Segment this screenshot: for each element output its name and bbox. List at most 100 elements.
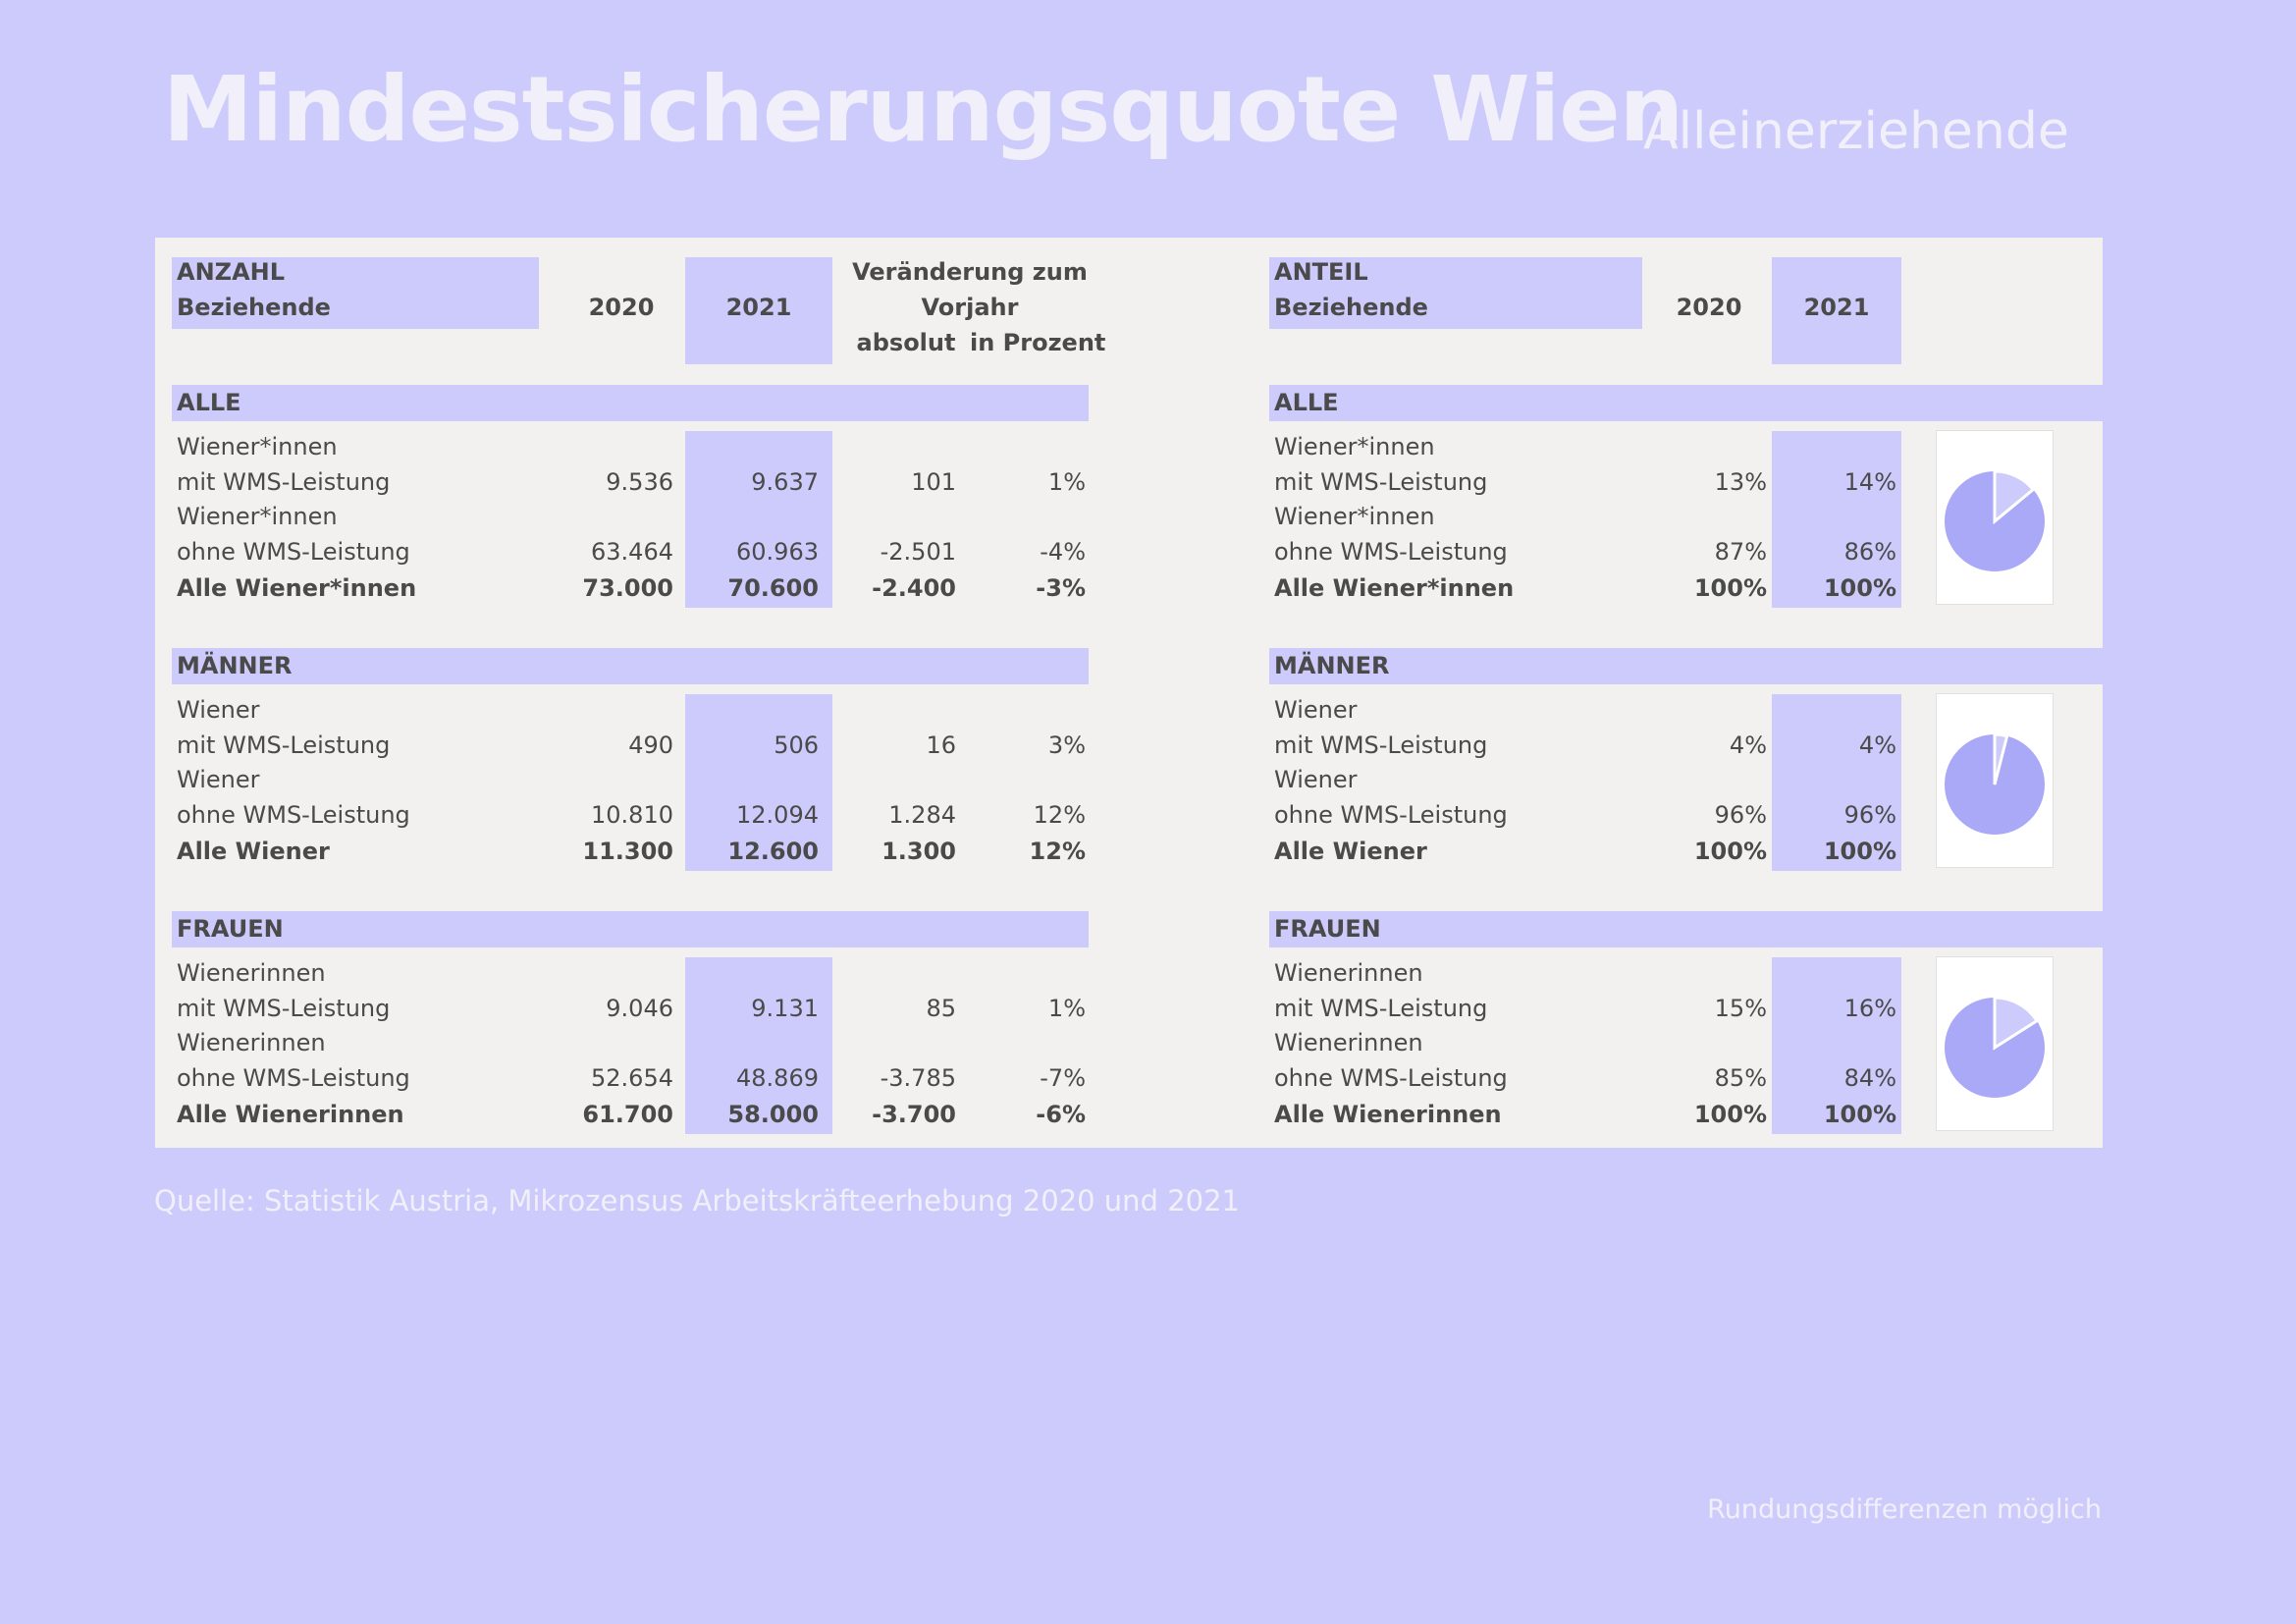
page-title: Mindestsicherungsquote Wien [163, 57, 1683, 162]
right-section-title: FRAUEN [1274, 915, 1381, 943]
right-row1-value: 15% [1714, 995, 1767, 1022]
left-row1-value: 1% [1047, 995, 1086, 1022]
left-total-value: 12% [1029, 838, 1086, 865]
left-row1-value: 9.536 [606, 468, 673, 496]
left-row1-value: 506 [774, 731, 819, 759]
right-2021-column-header-bg [1772, 257, 1901, 364]
right-total-value: 100% [1823, 574, 1896, 602]
right-row-label: Wiener*innen [1274, 433, 1435, 460]
right-total-value: 100% [1693, 1101, 1767, 1128]
left-2021-column-bg [685, 431, 832, 608]
pie-slice-mit [1993, 469, 2036, 525]
left-total-label: Alle Wiener [177, 838, 330, 865]
left-row2-value: -7% [1040, 1064, 1086, 1092]
left-col-2020: 2020 [588, 294, 655, 321]
page-subtitle: Alleinerziehende [1643, 102, 2069, 161]
right-2021-column-bg [1772, 694, 1901, 871]
rounding-note: Rundungsdifferenzen möglich [1707, 1494, 2102, 1525]
right-2021-column-bg [1772, 957, 1901, 1134]
right-row-label: mit WMS-Leistung [1274, 468, 1488, 496]
right-section-title-bg [1269, 911, 2238, 947]
left-col-prozent: in Prozent [970, 329, 1106, 356]
right-row2-value: 85% [1714, 1064, 1767, 1092]
left-section-title-bg [172, 911, 1089, 947]
left-total-value: -6% [1036, 1101, 1086, 1128]
left-total-label: Alle Wienerinnen [177, 1101, 404, 1128]
right-row2-value: 96% [1714, 801, 1767, 829]
left-header-label-1: ANZAHL [177, 258, 286, 286]
left-row1-value: 16 [926, 731, 956, 759]
pie-svg [1945, 732, 2045, 835]
left-row1-value: 9.131 [751, 995, 819, 1022]
right-2021-column-bg [1772, 431, 1901, 608]
left-total-value: 70.600 [727, 574, 819, 602]
right-row1-value: 16% [1843, 995, 1896, 1022]
left-col-2021: 2021 [725, 294, 792, 321]
right-row2-value: 96% [1843, 801, 1896, 829]
data-panel: ANZAHL Beziehende 2020 2021 Veränderung … [155, 238, 2238, 1148]
left-row2-value: 52.654 [591, 1064, 673, 1092]
pie-svg [1945, 996, 2045, 1098]
right-section-title: MÄNNER [1274, 652, 1390, 679]
left-row-label: Wienerinnen [177, 1029, 326, 1056]
left-total-value: 11.300 [582, 838, 673, 865]
left-row-label: mit WMS-Leistung [177, 468, 391, 496]
right-col-2021: 2021 [1803, 294, 1870, 321]
left-total-value: -3.700 [872, 1101, 956, 1128]
left-section-title: ALLE [177, 389, 241, 416]
left-header-label-2: Beziehende [177, 294, 331, 321]
share-pie-chart [1936, 956, 2054, 1131]
right-row-label: Wiener [1274, 696, 1358, 724]
left-section-title-bg [172, 385, 1089, 421]
left-row1-value: 9.637 [751, 468, 819, 496]
right-col-2020: 2020 [1676, 294, 1742, 321]
left-total-label: Alle Wiener*innen [177, 574, 417, 602]
left-row2-value: 63.464 [591, 538, 673, 566]
left-row1-value: 101 [911, 468, 956, 496]
right-total-label: Alle Wienerinnen [1274, 1101, 1502, 1128]
right-row2-value: 84% [1843, 1064, 1896, 1092]
left-row1-value: 85 [926, 995, 956, 1022]
source-note: Quelle: Statistik Austria, Mikrozensus A… [154, 1184, 1240, 1218]
right-total-label: Alle Wiener*innen [1274, 574, 1515, 602]
left-row-label: ohne WMS-Leistung [177, 538, 410, 566]
left-row-label: ohne WMS-Leistung [177, 801, 410, 829]
left-total-value: 1.300 [881, 838, 956, 865]
pie-slice-mit [1993, 732, 2009, 785]
right-row-label: mit WMS-Leistung [1274, 731, 1488, 759]
right-row1-value: 13% [1714, 468, 1767, 496]
left-row-label: Wiener [177, 696, 260, 724]
left-change-head-2: Vorjahr [921, 294, 1019, 321]
left-row1-value: 3% [1047, 731, 1086, 759]
pie-svg [1945, 469, 2045, 571]
right-row1-value: 4% [1729, 731, 1767, 759]
left-row2-value: 60.963 [736, 538, 819, 566]
left-2021-column-bg [685, 694, 832, 871]
left-row-label: mit WMS-Leistung [177, 995, 391, 1022]
left-total-value: -3% [1036, 574, 1086, 602]
right-row1-value: 14% [1843, 468, 1896, 496]
right-row2-value: 86% [1843, 538, 1896, 566]
left-row2-value: 10.810 [591, 801, 673, 829]
right-header-label-bg [1269, 257, 1642, 329]
left-row-label: Wiener*innen [177, 433, 338, 460]
left-section-title: MÄNNER [177, 652, 293, 679]
right-row-label: Wienerinnen [1274, 959, 1423, 987]
right-header-label-1: ANTEIL [1274, 258, 1368, 286]
left-row-label: Wiener*innen [177, 503, 338, 530]
left-row2-value: 48.869 [736, 1064, 819, 1092]
left-total-value: 58.000 [727, 1101, 819, 1128]
right-row-label: mit WMS-Leistung [1274, 995, 1488, 1022]
left-row-label: Wienerinnen [177, 959, 326, 987]
left-row-label: ohne WMS-Leistung [177, 1064, 410, 1092]
pie-slice-mit [1993, 996, 2040, 1051]
left-2021-column-header-bg [685, 257, 832, 364]
right-section-title: ALLE [1274, 389, 1339, 416]
right-row-label: ohne WMS-Leistung [1274, 538, 1508, 566]
right-row-label: Wiener [1274, 766, 1358, 793]
left-row2-value: 12% [1033, 801, 1086, 829]
right-total-label: Alle Wiener [1274, 838, 1427, 865]
left-section-title-bg [172, 648, 1089, 684]
right-row-label: ohne WMS-Leistung [1274, 1064, 1508, 1092]
left-row1-value: 1% [1047, 468, 1086, 496]
